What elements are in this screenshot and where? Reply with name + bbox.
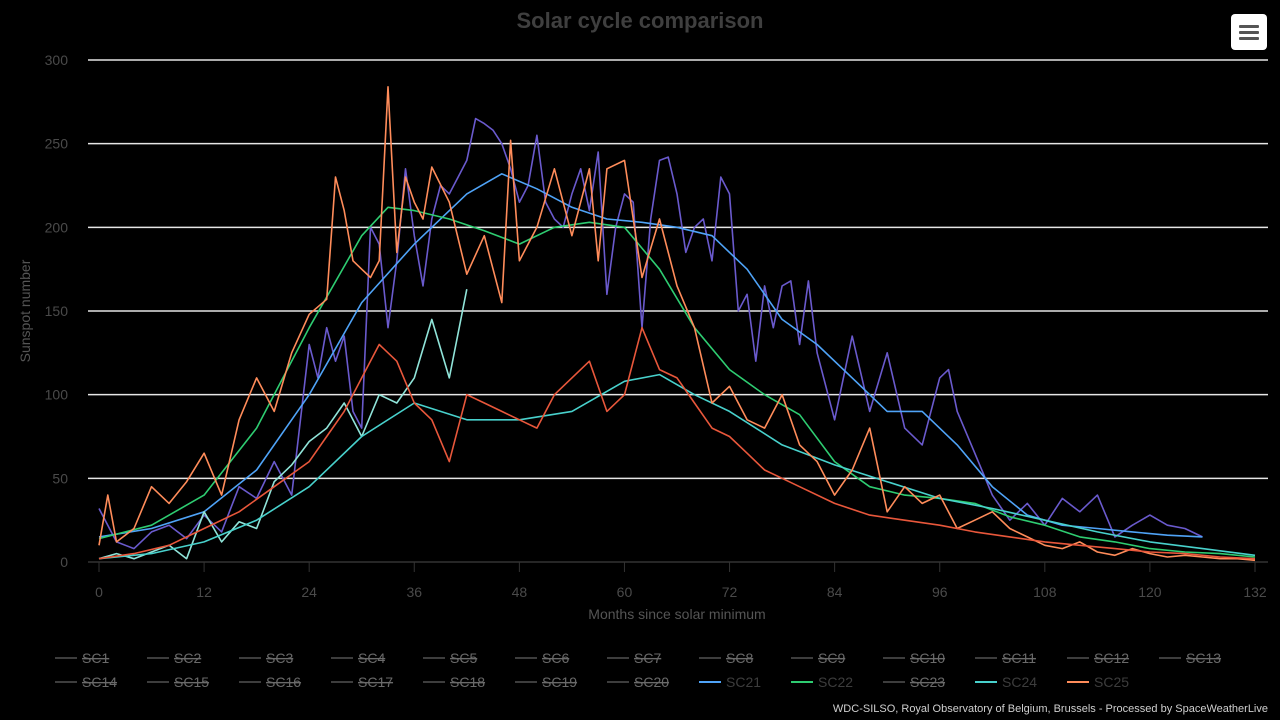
legend-item[interactable]: SC17: [331, 674, 393, 690]
legend-item[interactable]: SC16: [239, 674, 301, 690]
series-line[interactable]: [98, 86, 1256, 562]
x-tick-label: 60: [617, 584, 633, 600]
y-tick-label: 50: [52, 470, 68, 486]
legend-item[interactable]: SC25: [1067, 674, 1129, 690]
legend-item[interactable]: SC22: [791, 674, 853, 690]
chart-credits[interactable]: WDC-SILSO, Royal Observatory of Belgium,…: [832, 703, 1268, 715]
y-tick-label: 0: [60, 554, 68, 570]
chart-legend: SC1 SC2 SC3 SC4 SC5 SC6 SC7 SC8 SC9 SC10 SC11 SC12 S…: [55, 650, 1221, 690]
legend-item[interactable]: SC14: [55, 674, 117, 690]
legend-item[interactable]: SC10: [883, 650, 945, 666]
x-tick-label: 24: [301, 584, 317, 600]
chart-title: Solar cycle comparison: [517, 8, 764, 33]
legend-item[interactable]: SC23: [883, 674, 945, 690]
legend-label: SC25: [1094, 674, 1129, 690]
legend-item[interactable]: SC18: [423, 674, 485, 690]
x-tick-label: 108: [1033, 584, 1057, 600]
legend-label: SC23: [910, 674, 945, 690]
y-tick-label: 200: [45, 219, 69, 235]
x-tick-label: 132: [1243, 584, 1267, 600]
x-tick-label: 36: [406, 584, 422, 600]
legend-item[interactable]: SC24: [975, 674, 1037, 690]
grid-lines: [88, 59, 1268, 563]
legend-label: SC20: [634, 674, 669, 690]
legend-item[interactable]: SC15: [147, 674, 209, 690]
legend-item[interactable]: SC11: [975, 650, 1036, 666]
x-tick-label: 72: [722, 584, 738, 600]
series-line[interactable]: [98, 373, 1256, 560]
legend-item[interactable]: SC5: [423, 650, 477, 666]
legend-label: SC5: [450, 650, 477, 666]
legend-item[interactable]: SC8: [699, 650, 753, 666]
legend-label: SC19: [542, 674, 577, 690]
series-line[interactable]: [98, 289, 468, 560]
legend-item[interactable]: SC4: [331, 650, 385, 666]
series-line[interactable]: [98, 326, 1256, 560]
legend-label: SC12: [1094, 650, 1129, 666]
legend-label: SC15: [174, 674, 209, 690]
y-tick-label: 250: [45, 136, 69, 152]
legend-label: SC8: [726, 650, 753, 666]
legend-item[interactable]: SC2: [147, 650, 201, 666]
x-tick-label: 48: [512, 584, 528, 600]
legend-label: SC22: [818, 674, 853, 690]
legend-label: SC10: [910, 650, 945, 666]
legend-label: SC24: [1002, 674, 1037, 690]
legend-label: SC3: [266, 650, 293, 666]
legend-item[interactable]: SC12: [1067, 650, 1129, 666]
y-axis-title: Sunspot number: [17, 259, 33, 362]
legend-item[interactable]: SC3: [239, 650, 293, 666]
legend-label: SC1: [82, 650, 109, 666]
legend-label: SC17: [358, 674, 393, 690]
legend-label: SC9: [818, 650, 845, 666]
chart-series: [98, 86, 1256, 562]
legend-item[interactable]: SC21: [699, 674, 761, 690]
legend-label: SC2: [174, 650, 201, 666]
y-tick-label: 150: [45, 303, 69, 319]
x-axis-ticks: 0 12 24 36 48 60 72 84 96 108 120 132: [95, 562, 1267, 600]
x-tick-label: 84: [827, 584, 843, 600]
legend-item[interactable]: SC19: [515, 674, 577, 690]
legend-label: SC4: [358, 650, 385, 666]
x-tick-label: 120: [1138, 584, 1162, 600]
legend-label: SC16: [266, 674, 301, 690]
hamburger-menu-icon[interactable]: [1231, 14, 1267, 50]
legend-item[interactable]: SC6: [515, 650, 569, 666]
series-line[interactable]: [98, 117, 1203, 550]
legend-item[interactable]: SC13: [1159, 650, 1221, 666]
legend-label: SC21: [726, 674, 761, 690]
legend-label: SC11: [1002, 650, 1036, 666]
legend-item[interactable]: SC9: [791, 650, 845, 666]
legend-label: SC14: [82, 674, 117, 690]
legend-label: SC7: [634, 650, 661, 666]
y-tick-label: 300: [45, 52, 69, 68]
legend-item[interactable]: SC20: [607, 674, 669, 690]
legend-label: SC6: [542, 650, 569, 666]
x-tick-label: 0: [95, 584, 103, 600]
y-tick-label: 100: [45, 387, 69, 403]
series-line[interactable]: [98, 206, 1256, 558]
legend-item[interactable]: SC1: [55, 650, 109, 666]
x-tick-label: 96: [932, 584, 948, 600]
legend-item[interactable]: SC7: [607, 650, 661, 666]
x-axis-title: Months since solar minimum: [588, 606, 765, 622]
y-axis-ticks: 0 50 100 150 200 250 300: [45, 52, 69, 570]
legend-label: SC13: [1186, 650, 1221, 666]
legend-label: SC18: [450, 674, 485, 690]
x-tick-label: 12: [196, 584, 212, 600]
